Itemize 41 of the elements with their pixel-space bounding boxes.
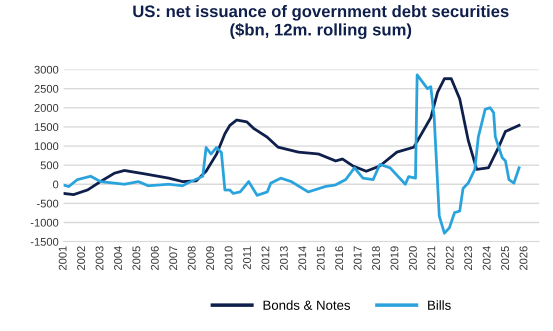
y-tick-label: 500 [40, 161, 58, 170]
y-tick-label: 1000 [34, 142, 58, 150]
x-tick-label: 2005 [132, 246, 140, 270]
x-tick-label: 2002 [77, 246, 86, 270]
x-tick-label: 2007 [169, 246, 178, 270]
y-tick-label: 2000 [34, 104, 58, 112]
x-tick-label: 2012 [261, 246, 270, 270]
x-tick-label: 2004 [114, 246, 122, 270]
y-tick-label: 3000 [34, 66, 58, 74]
y-tick-label: 0 [52, 180, 58, 188]
legend-label: Bills [428, 300, 451, 310]
chart-title: US: net issuance of government debt securities ($bn, 12m. rolling sum) [133, 4, 509, 39]
x-tick-label: 2011 [243, 246, 251, 270]
x-tick-label: 2003 [96, 246, 104, 270]
x-tick-label: 2006 [150, 246, 159, 270]
y-tick-label: -1000 [30, 218, 58, 227]
x-tick-label: 2026 [520, 246, 528, 270]
x-tick-label: 2015 [316, 246, 325, 270]
y-tick-label: -500 [36, 200, 58, 208]
x-tick-label: 2018 [372, 246, 380, 270]
x-tick-label: 2016 [335, 246, 344, 270]
legend-label: Bonds & Notes [264, 300, 350, 310]
y-tick-label: 1500 [34, 123, 58, 132]
x-tick-label: 2019 [390, 246, 398, 270]
y-tick-label: 2500 [34, 84, 58, 93]
line-series [64, 73, 520, 235]
x-tick-label: 2014 [298, 246, 306, 270]
line-series [64, 77, 520, 196]
x-tick-label: 2013 [280, 246, 288, 270]
x-tick-label: 2008 [188, 246, 196, 270]
x-tick-label: 2009 [206, 246, 214, 270]
x-tick-label: 2024 [482, 246, 491, 270]
x-tick-label: 2025 [501, 246, 509, 270]
x-tick-label: 2023 [464, 246, 472, 270]
x-tick-label: 2001 [58, 246, 67, 270]
x-tick-label: 2017 [354, 246, 362, 270]
x-tick-label: 2010 [224, 246, 232, 270]
y-tick-label: -1500 [30, 238, 58, 246]
x-tick-label: 2020 [408, 246, 417, 270]
x-tick-label: 2022 [446, 246, 454, 270]
x-tick-label: 2021 [427, 246, 436, 270]
